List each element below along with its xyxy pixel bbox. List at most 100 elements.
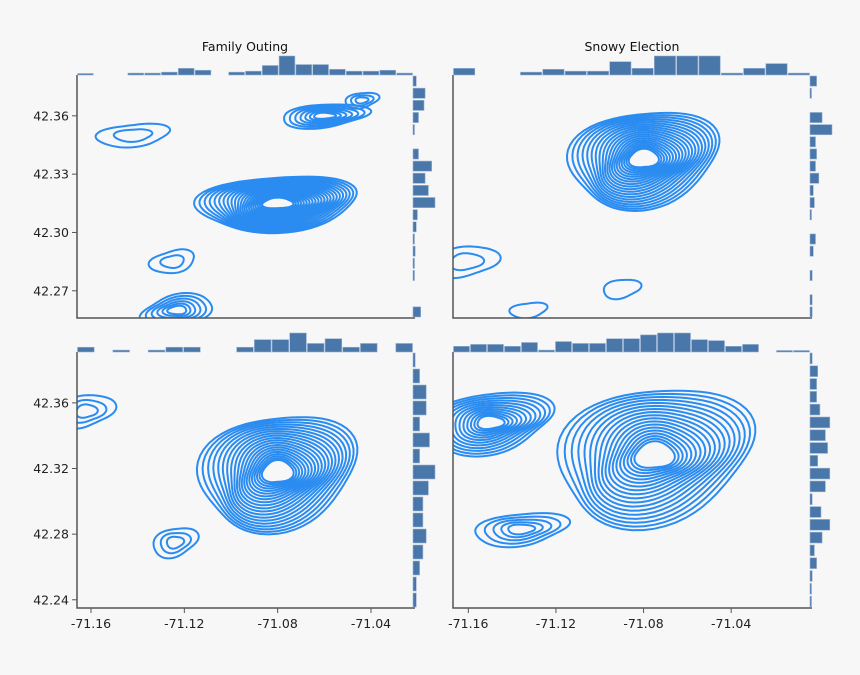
y-marginal-bar — [412, 160, 433, 172]
y-marginal-bar — [809, 403, 821, 416]
contour-line — [201, 418, 355, 533]
contour-line — [156, 300, 197, 318]
y-marginal-bar — [412, 221, 417, 233]
contour-line — [466, 409, 518, 437]
contour-line — [144, 294, 208, 318]
contour-line — [221, 427, 341, 522]
y-marginal-bar — [412, 512, 424, 528]
x-marginal-bar — [77, 346, 95, 353]
y-marginal-bar — [809, 429, 826, 441]
x-marginal-bar — [236, 346, 254, 353]
y-marginal-bar — [412, 306, 421, 318]
contour-line — [453, 399, 542, 450]
contour-line — [245, 190, 314, 217]
y-marginal-bar — [412, 592, 417, 608]
contour-line — [226, 183, 335, 227]
contour-line — [294, 106, 360, 127]
contour-line — [159, 532, 193, 555]
x-marginal-bar — [640, 334, 657, 353]
contour-line — [620, 142, 669, 174]
x-marginal-bar — [742, 344, 759, 353]
contour-line — [619, 429, 693, 481]
contour-layer — [77, 394, 359, 560]
contour-line — [586, 119, 707, 204]
y-marginal-bar — [412, 270, 415, 281]
panel-title: Snowy Election — [585, 39, 680, 54]
contour-line — [308, 110, 342, 122]
contour-line — [77, 394, 118, 430]
x-marginal-bar — [295, 64, 312, 76]
contour-line — [615, 138, 675, 178]
y-marginal-bar — [412, 400, 427, 416]
contour-line — [571, 114, 717, 210]
contour-line — [218, 181, 341, 229]
y-marginal-bar — [412, 245, 416, 257]
y-tick-label: 42.32 — [33, 461, 69, 476]
contour-line — [633, 440, 676, 469]
contour-line — [602, 278, 643, 301]
x-marginal-bar — [453, 68, 476, 76]
y-marginal-bar — [809, 391, 817, 403]
x-marginal-bar — [708, 340, 725, 353]
contour-line — [344, 91, 381, 110]
x-tick-label: -71.08 — [623, 616, 663, 631]
y-marginal-bar — [412, 257, 415, 269]
contour-line — [350, 94, 375, 107]
x-marginal-bar — [254, 339, 272, 353]
x-marginal-bar — [165, 346, 183, 353]
contour-line — [492, 518, 553, 542]
x-marginal-bar — [793, 350, 810, 353]
y-marginal-bar — [809, 160, 816, 172]
y-marginal-bar — [809, 442, 828, 454]
x-marginal-bar — [657, 332, 674, 353]
x-marginal-bar — [453, 345, 470, 353]
x-marginal-bar — [396, 72, 413, 76]
x-marginal-bar — [631, 68, 654, 76]
contour-line — [112, 128, 154, 143]
y-marginal-bar — [809, 595, 812, 608]
contour-line — [313, 111, 337, 120]
x-marginal-bar — [623, 338, 640, 353]
x-marginal-bar — [329, 69, 346, 76]
contour-line — [239, 186, 323, 221]
contour-line — [500, 521, 544, 539]
contour-line — [581, 118, 710, 206]
x-marginal-bar — [261, 65, 279, 76]
x-marginal-bar — [538, 349, 555, 353]
y-marginal-bar — [809, 506, 822, 518]
x-marginal-bar — [228, 71, 245, 76]
contour-line — [193, 175, 358, 235]
x-marginal-bar — [278, 55, 296, 76]
y-tick-label: 42.28 — [33, 527, 69, 542]
contour-line — [589, 404, 731, 512]
contour-line — [138, 292, 214, 318]
contour-line — [240, 441, 320, 504]
contour-line — [597, 410, 721, 504]
y-marginal-bar — [809, 583, 812, 595]
contour-line — [458, 405, 528, 442]
y-tick-label: 42.27 — [33, 283, 69, 298]
y-marginal-bar — [809, 270, 813, 281]
x-marginal-bar — [362, 70, 380, 76]
contour-line — [600, 414, 716, 500]
contour-line — [208, 179, 348, 232]
x-marginal-bar — [520, 71, 543, 76]
y-marginal-bar — [809, 233, 816, 245]
contour-line — [235, 436, 327, 510]
contour-layer — [453, 111, 721, 318]
contour-line — [629, 437, 680, 472]
y-marginal-bar — [809, 124, 833, 136]
contour-line — [594, 123, 700, 199]
y-marginal-bar — [809, 416, 831, 429]
x-tick-label: -71.04 — [711, 616, 751, 631]
x-marginal-bar — [743, 68, 766, 76]
x-marginal-bar — [676, 55, 699, 76]
y-marginal-bar — [412, 124, 415, 136]
contour-line — [576, 116, 714, 208]
contour-line — [604, 129, 690, 191]
contour-line — [253, 452, 304, 490]
axis-frame — [76, 352, 415, 609]
contour-line — [453, 397, 547, 452]
y-tick-label: 42.24 — [33, 592, 69, 607]
x-marginal-bar — [324, 338, 343, 353]
